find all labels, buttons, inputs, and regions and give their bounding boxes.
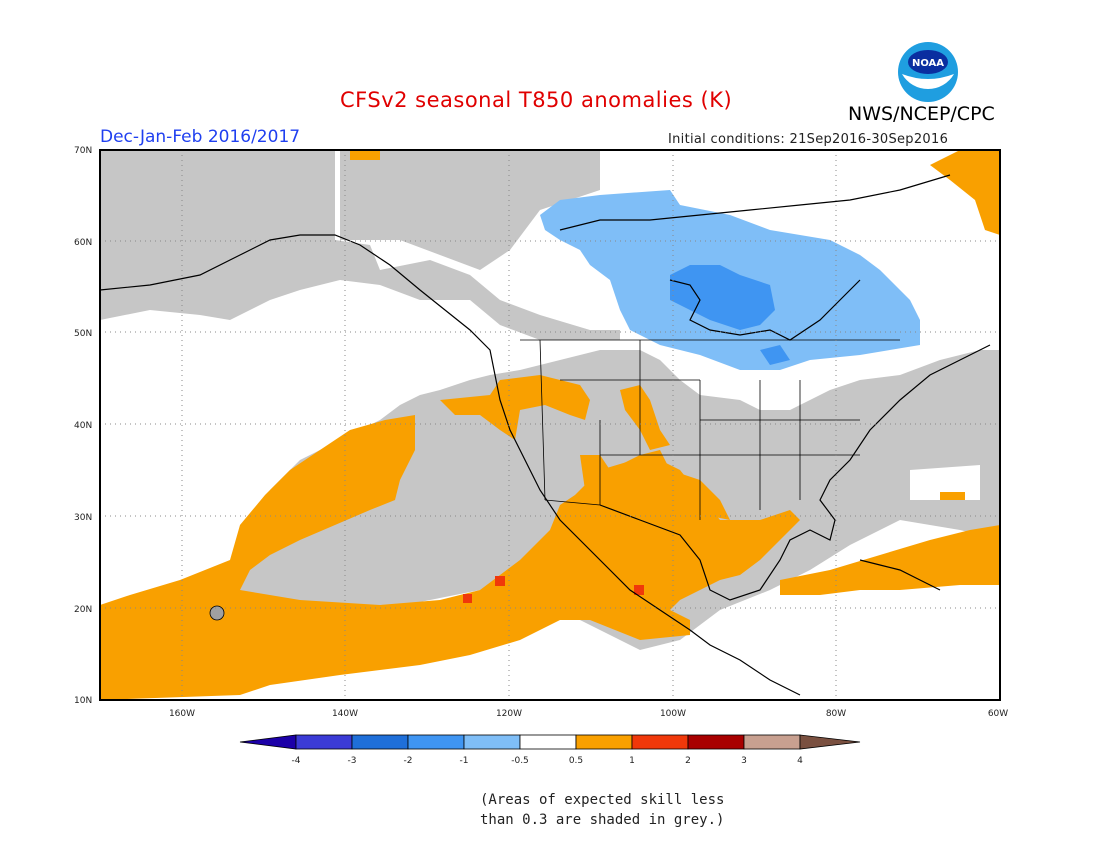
hawaii-islands: [209, 605, 225, 621]
forecast-period: Dec-Jan-Feb 2016/2017: [100, 127, 301, 147]
longitude-labels: 160W 140W 120W 100W 80W 60W: [169, 709, 1008, 719]
colorbar-segment: [463, 734, 521, 750]
lon-label-100w: 100W: [660, 709, 686, 719]
noaa-logo: NOAA: [898, 42, 958, 102]
colorbar-segment: [743, 734, 801, 750]
lat-label-50n: 50N: [74, 329, 92, 339]
logo-lettering: NOAA: [912, 58, 944, 69]
skill-note-line2: than 0.3 are shaded in grey.): [480, 812, 725, 828]
graticule: [100, 150, 1000, 700]
colorbar-labels: -4 -3 -2 -1 -0.5 0.5 1 2 3 4: [292, 756, 804, 766]
skill-note-line1: (Areas of expected skill less: [480, 792, 725, 808]
colorbar-label: -0.5: [511, 756, 529, 766]
warm-anomaly-orange: [100, 150, 1000, 700]
map-title: CFSv2 seasonal T850 anomalies (K): [340, 88, 733, 112]
lon-label-160w: 160W: [169, 709, 195, 719]
lon-label-80w: 80W: [826, 709, 846, 719]
colorbar-label: -1: [460, 756, 469, 766]
colorbar-label: 1: [629, 756, 635, 766]
strong-warm-cells: [463, 576, 644, 603]
colorbar-label: 4: [797, 756, 803, 766]
cold-anomaly-mid-blue: [670, 265, 775, 330]
cold-anomaly-mid-blue-small: [760, 345, 790, 365]
colorbar-label: 3: [741, 756, 747, 766]
agency-label: NWS/NCEP/CPC: [848, 103, 995, 125]
colorbar-label: -4: [292, 756, 301, 766]
colorbar: [239, 734, 861, 750]
colorbar-label: 0.5: [569, 756, 583, 766]
lon-label-120w: 120W: [496, 709, 522, 719]
initial-conditions-label: Initial conditions: 21Sep2016-30Sep2016: [668, 132, 949, 147]
colorbar-segment: [575, 734, 633, 750]
colorbar-segment: [407, 734, 465, 750]
lat-label-60n: 60N: [74, 238, 92, 248]
colorbar-low-arrow: [239, 734, 297, 750]
latitude-labels: 70N 60N 50N 40N 30N 20N 10N: [74, 146, 92, 706]
colorbar-segment: [295, 734, 353, 750]
colorbar-high-arrow: [799, 734, 861, 750]
political-borders: [520, 339, 900, 520]
lat-label-40n: 40N: [74, 421, 92, 431]
colorbar-segment: [519, 734, 577, 750]
colorbar-label: -2: [404, 756, 413, 766]
lat-label-20n: 20N: [74, 605, 92, 615]
lat-label-10n: 10N: [74, 696, 92, 706]
lat-label-70n: 70N: [74, 146, 92, 156]
colorbar-label: -3: [348, 756, 357, 766]
lon-label-140w: 140W: [332, 709, 358, 719]
colorbar-segment: [631, 734, 689, 750]
colorbar-segment: [687, 734, 745, 750]
lat-label-30n: 30N: [74, 513, 92, 523]
coastlines: [99, 174, 991, 696]
map-frame: [99, 149, 1001, 701]
colorbar-segment: [351, 734, 409, 750]
lon-label-60w: 60W: [988, 709, 1008, 719]
colorbar-label: 2: [685, 756, 691, 766]
